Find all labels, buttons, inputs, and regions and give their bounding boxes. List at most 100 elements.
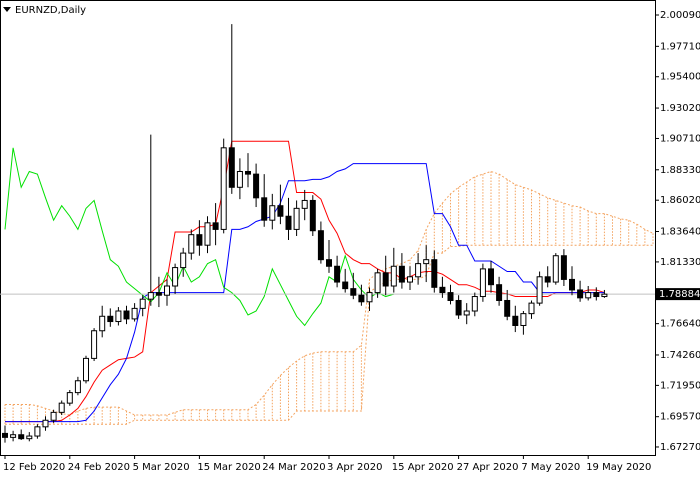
y-tick-label: 1.83640 <box>660 227 700 238</box>
menu-arrow[interactable] <box>3 7 11 12</box>
candle-body <box>317 230 324 261</box>
candle-body <box>107 315 114 323</box>
plot-frame <box>0 0 656 456</box>
candle-body <box>496 284 503 301</box>
candle-body <box>188 234 195 254</box>
candle-body <box>220 147 227 230</box>
candle-body <box>253 173 260 199</box>
candle-body <box>236 170 243 188</box>
candle-body <box>155 292 162 296</box>
x-tick-label: 5 Mar 2020 <box>133 462 190 473</box>
y-tick-label: 1.88330 <box>660 165 700 176</box>
candle-body <box>544 276 551 283</box>
candle-body <box>196 234 203 246</box>
candle-body <box>504 299 511 317</box>
candle-body <box>350 288 357 296</box>
candle-body <box>447 292 454 301</box>
candle-body <box>552 255 559 283</box>
y-tick-label: 1.74260 <box>660 350 700 361</box>
candle-body <box>180 252 187 269</box>
candle-body <box>42 419 49 428</box>
candle-body <box>463 310 470 316</box>
candle-body <box>415 263 422 278</box>
candle-body <box>10 434 17 438</box>
candle-body <box>228 147 235 188</box>
candle-body <box>326 259 332 267</box>
candle-body <box>601 293 608 298</box>
candle-body <box>172 267 179 287</box>
candle-body <box>66 392 73 404</box>
candle-body <box>512 315 519 326</box>
last-price-label: 1.78884 <box>659 289 700 300</box>
candle-body <box>569 278 575 291</box>
candle-body <box>560 255 567 280</box>
last-price-box <box>656 288 700 301</box>
y-tick-label: 1.93020 <box>660 103 700 114</box>
cloud-span <box>5 170 654 416</box>
candle-body <box>204 222 211 246</box>
candle-body <box>261 197 268 221</box>
y-tick-label: 1.71950 <box>660 380 700 391</box>
indicator-line <box>5 163 605 423</box>
x-tick-label: 15 Mar 2020 <box>197 462 260 473</box>
y-tick-label: 1.86020 <box>660 195 700 206</box>
candle-body <box>366 292 373 303</box>
x-tick-label: 27 Apr 2020 <box>457 462 519 473</box>
candle-body <box>50 411 57 421</box>
candle-body <box>301 199 308 209</box>
candle-body <box>26 435 33 440</box>
candle-body <box>439 286 446 294</box>
candle-body <box>34 426 41 437</box>
candle-body <box>18 434 25 440</box>
candle-body <box>334 265 341 283</box>
x-tick-label: 3 Apr 2020 <box>327 462 382 473</box>
candle-body <box>536 276 543 304</box>
candle-body <box>293 207 300 230</box>
candle-body <box>488 268 494 286</box>
candle-body <box>423 259 430 265</box>
y-tick-label: 1.67270 <box>660 442 700 453</box>
y-tick-label: 1.81330 <box>660 257 700 268</box>
candle-body <box>431 259 438 288</box>
candle-body <box>212 222 219 230</box>
candle-body <box>455 299 462 316</box>
candle-body <box>131 307 138 320</box>
candle-body <box>309 199 316 232</box>
candle-body <box>269 205 276 221</box>
x-tick-label: 19 May 2020 <box>586 462 651 473</box>
candle-body <box>382 272 389 287</box>
candle-body <box>585 292 592 299</box>
x-tick-label: 12 Feb 2020 <box>3 462 65 473</box>
candle-body <box>479 268 486 298</box>
candle-body <box>390 265 397 287</box>
candle-body <box>277 205 284 217</box>
candle-body <box>520 313 527 326</box>
candle-body <box>471 296 478 312</box>
candle-body <box>115 310 122 323</box>
candle-body <box>147 292 154 300</box>
candle-body <box>91 330 98 359</box>
chart-title: EURNZD,Daily <box>15 5 86 16</box>
y-tick-label: 1.95400 <box>660 72 700 83</box>
cloud-span <box>5 244 653 425</box>
candle-body <box>528 302 535 315</box>
y-tick-label: 1.97710 <box>660 41 700 52</box>
candle-body <box>358 294 365 303</box>
y-tick-label: 1.69570 <box>660 412 700 423</box>
y-tick-label: 2.00090 <box>660 10 700 21</box>
candle-body <box>99 315 106 332</box>
y-tick-label: 1.90710 <box>660 133 700 144</box>
candle-body <box>83 357 89 382</box>
candle-body <box>398 265 405 283</box>
candle-body <box>164 285 170 296</box>
x-tick-label: 24 Mar 2020 <box>262 462 325 473</box>
candle-body <box>123 310 130 320</box>
candle-body <box>342 281 349 290</box>
indicator-line <box>4 147 394 327</box>
candle-body <box>577 289 584 299</box>
candle-body <box>74 380 81 394</box>
y-tick-label: 1.76640 <box>660 319 700 330</box>
x-tick-label: 7 May 2020 <box>521 462 580 473</box>
candle-body <box>2 432 8 438</box>
